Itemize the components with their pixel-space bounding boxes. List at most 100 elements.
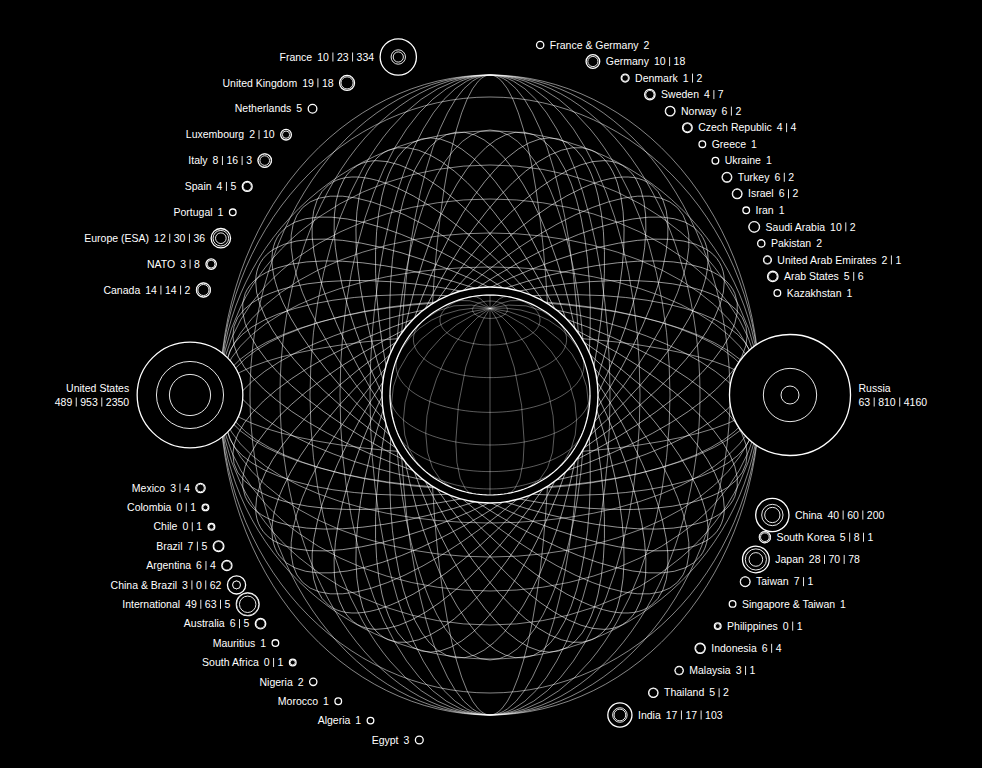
- marker-ring: [213, 230, 229, 246]
- separator: [803, 577, 804, 586]
- marker: [732, 189, 742, 199]
- marker: [730, 335, 851, 456]
- entry-name: United Arab Emirates: [777, 254, 876, 266]
- separator: [220, 600, 221, 609]
- value-label: 3: [182, 579, 188, 591]
- separator: [332, 53, 333, 62]
- marker-ring: [749, 222, 759, 232]
- separator: [863, 533, 864, 542]
- value-label: 0: [264, 656, 270, 668]
- separator: [713, 90, 714, 99]
- marker-ring: [774, 290, 781, 297]
- value-label: 3: [404, 734, 410, 746]
- marker: [196, 483, 205, 492]
- entry-label: Europe (ESA)123036: [84, 232, 205, 244]
- entry-label: Australia65: [184, 617, 250, 629]
- value-label: 10: [317, 51, 329, 63]
- entry-label: Canada14142: [103, 284, 190, 296]
- orbit-curve: [220, 165, 760, 625]
- label-line: Russia: [859, 382, 891, 394]
- marker-ring: [137, 342, 243, 448]
- value-row: 1018: [654, 55, 686, 67]
- marker-ring: [236, 593, 259, 616]
- orbit-curve: [220, 233, 760, 557]
- value-label: 2350: [106, 396, 130, 408]
- value-row: 102: [830, 221, 856, 233]
- entry-name: China & Brazil: [111, 579, 178, 591]
- separator: [222, 156, 223, 165]
- background: [0, 0, 982, 768]
- marker-ring: [645, 89, 655, 99]
- value-label: 6: [779, 187, 785, 199]
- marker-ring: [156, 361, 223, 428]
- value-label: 10: [263, 128, 275, 140]
- entry-name: France & Germany: [550, 39, 639, 51]
- value-label: 3: [736, 664, 742, 676]
- marker-ring: [282, 131, 289, 138]
- separator: [205, 580, 206, 589]
- entry-name: Japan: [775, 553, 804, 565]
- value-label: 103: [705, 709, 723, 721]
- entry-label: Singapore & Taiwan1: [742, 598, 846, 610]
- entry-label: Japan287078: [775, 553, 860, 565]
- entry-name: Chile: [153, 520, 177, 532]
- marker-ring: [733, 189, 742, 198]
- marker: [768, 271, 778, 281]
- separator: [273, 658, 274, 667]
- value-row: 31: [736, 664, 756, 676]
- marker-ring: [197, 283, 211, 297]
- value-label: 6: [858, 270, 864, 282]
- entry-name: Egypt: [372, 734, 399, 746]
- entry-name: Germany: [606, 55, 650, 67]
- marker-ring: [281, 129, 292, 140]
- value-label: 4: [217, 180, 223, 192]
- marker-ring: [715, 624, 720, 629]
- marker: [764, 256, 772, 264]
- value-label: 1: [797, 620, 803, 632]
- marker: [310, 678, 317, 685]
- value-row: 64: [762, 642, 782, 654]
- marker-ring: [207, 260, 215, 268]
- marker-ring: [310, 678, 317, 685]
- value-label: 2: [788, 171, 794, 183]
- marker: [649, 688, 658, 697]
- entry-name: Sweden: [661, 88, 699, 100]
- marker-ring: [722, 173, 731, 182]
- marker-ring: [169, 374, 210, 415]
- entry-name: South Korea: [776, 531, 835, 543]
- separator: [226, 182, 227, 191]
- separator: [160, 286, 161, 295]
- marker-ring: [206, 259, 216, 269]
- marker-ring: [646, 90, 654, 98]
- marker-ring: [675, 667, 683, 675]
- value-label: 3: [170, 482, 176, 494]
- marker-ring: [683, 124, 691, 132]
- marker-ring: [621, 74, 629, 82]
- orbit-curve: [370, 75, 610, 715]
- entry-label: Iran1: [756, 204, 785, 216]
- value-row: 01: [783, 620, 803, 632]
- entry-label: Mauritius1: [213, 637, 267, 649]
- orbit-curve: [280, 75, 700, 715]
- entry-label: Norway62: [681, 105, 741, 117]
- markers: [137, 39, 850, 744]
- marker: [227, 576, 245, 594]
- marker: [281, 129, 292, 140]
- entry-label: Argentina64: [146, 559, 216, 571]
- value-label: 18: [322, 77, 334, 89]
- value-row: 1: [218, 206, 224, 218]
- separator: [76, 398, 77, 407]
- value-label: 7: [794, 575, 800, 587]
- marker-ring: [341, 77, 353, 89]
- marker-ring: [198, 284, 209, 295]
- label-line: 638104160: [859, 396, 928, 408]
- marker: [714, 623, 721, 630]
- value-label: 60: [847, 509, 859, 521]
- marker: [722, 172, 732, 182]
- value-row: 2: [298, 676, 304, 688]
- marker-ring: [745, 549, 766, 570]
- value-label: 5: [296, 102, 302, 114]
- separator: [681, 711, 682, 720]
- entry-label: Philippines01: [727, 620, 803, 632]
- value-row: 1: [840, 598, 846, 610]
